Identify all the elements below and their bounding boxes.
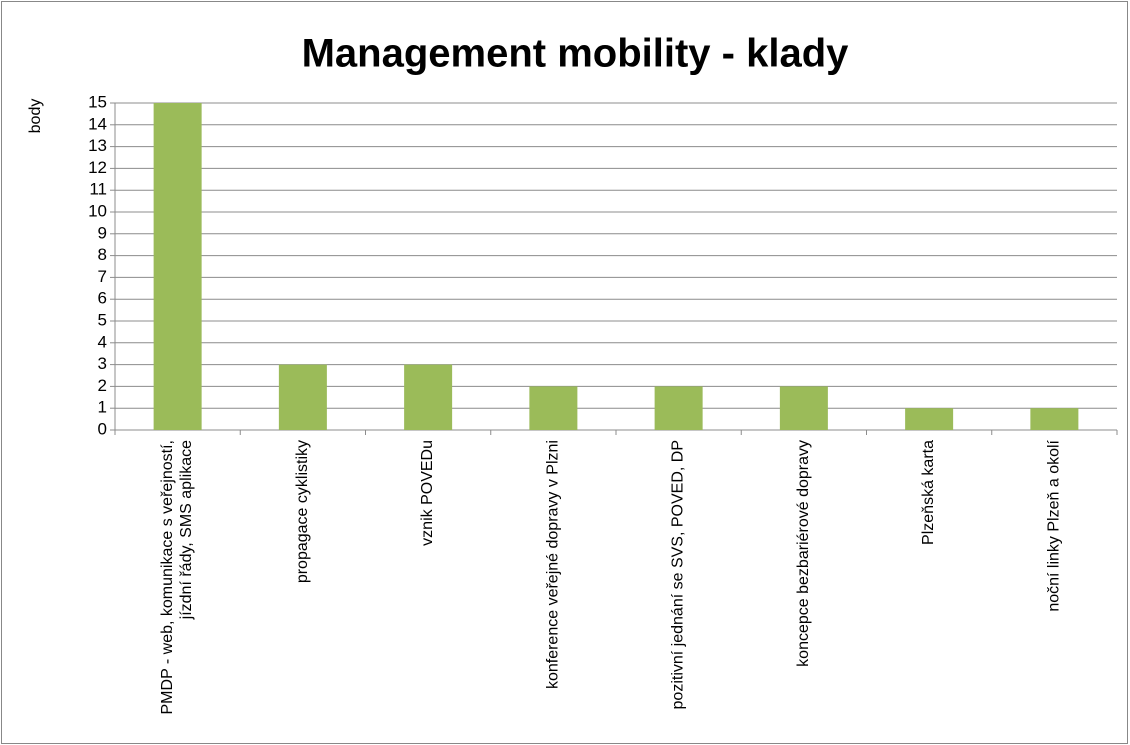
bar [654, 386, 703, 430]
x-tick-label: PMDP - web, komunikace s veřejností, jízd… [159, 440, 195, 715]
y-axis-label: body [27, 99, 44, 134]
y-tick-label: 10 [88, 201, 107, 220]
y-tick-label: 1 [98, 398, 107, 417]
y-tick-label: 2 [98, 376, 107, 395]
x-tick-label: noční linky Plzeň a okolí [1046, 439, 1063, 611]
x-tick-label: propagace cyklistiky [294, 440, 311, 583]
bar [905, 408, 954, 430]
y-tick-label: 14 [88, 114, 107, 133]
y-tick-label: 6 [98, 289, 107, 308]
chart-title: Management mobility - klady [302, 32, 850, 76]
x-tick-label: Plzeňská karta [920, 440, 937, 545]
y-tick-label: 13 [88, 136, 107, 155]
y-tick-label: 9 [98, 223, 107, 242]
y-tick-label: 3 [98, 354, 107, 373]
y-tick-label: 12 [88, 158, 107, 177]
y-tick-label: 8 [98, 245, 107, 264]
y-tick-label: 11 [89, 180, 107, 199]
y-tick-label: 4 [98, 332, 107, 351]
bar [153, 103, 202, 430]
y-tick-label: 7 [98, 267, 107, 286]
x-tick-label: vznik POVEDu [419, 440, 436, 546]
x-tick-label: konference veřejné dopravy v Plzni [545, 440, 562, 689]
y-tick-label: 15 [88, 92, 107, 111]
y-tick-label: 5 [98, 310, 107, 329]
bar [529, 386, 578, 430]
bar [278, 364, 327, 430]
bar [779, 386, 828, 430]
x-tick-label: koncepce bezbariérové dopravy [795, 440, 812, 667]
y-tick-label: 0 [98, 419, 107, 438]
x-tick-label: pozitivní jednání se SVS, POVED, DP [670, 440, 687, 709]
bar [404, 364, 453, 430]
bar [1030, 408, 1079, 430]
